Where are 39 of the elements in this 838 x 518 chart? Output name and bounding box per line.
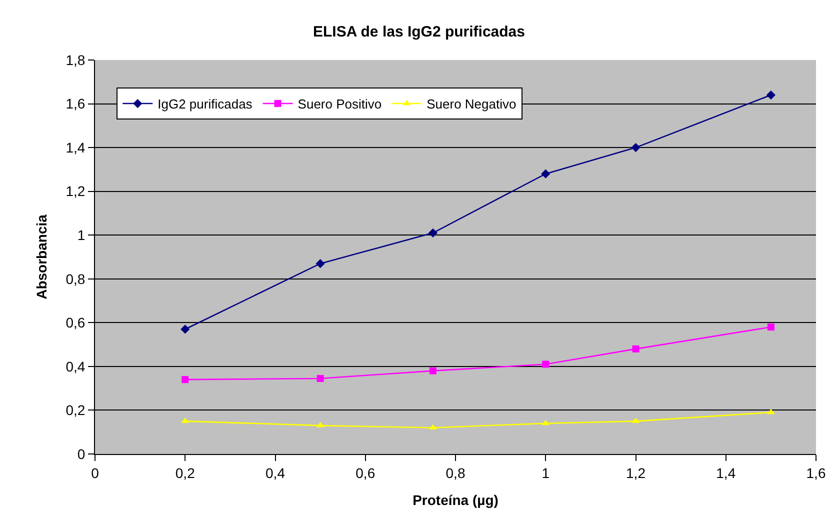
point bbox=[766, 408, 775, 414]
point bbox=[542, 420, 550, 426]
y-axis-title: Absorbancia bbox=[33, 214, 50, 300]
point bbox=[182, 376, 189, 384]
point bbox=[429, 367, 436, 374]
y-tick-label: 1,6 bbox=[66, 96, 86, 112]
legend-label: IgG2 purificadas bbox=[158, 96, 253, 112]
y-tick-label: 1 bbox=[77, 227, 86, 244]
x-tick-label: 1 bbox=[542, 464, 550, 481]
point bbox=[541, 169, 550, 178]
point bbox=[766, 90, 776, 100]
x-tick-label: 1,6 bbox=[806, 464, 826, 481]
x-axis-title: Proteína (µg) bbox=[412, 492, 498, 508]
x-tick-label: 1,2 bbox=[626, 464, 646, 481]
legend-label: Suero Negativo bbox=[426, 96, 516, 112]
y-tick-label: 0 bbox=[77, 446, 86, 462]
point bbox=[428, 228, 438, 238]
y-tick-label: 0,4 bbox=[66, 358, 86, 374]
point bbox=[180, 324, 190, 334]
x-tick-label: 0,2 bbox=[175, 464, 196, 481]
point bbox=[632, 345, 640, 352]
x-tick-label: 0 bbox=[91, 464, 100, 481]
y-tick-label: 1,2 bbox=[66, 183, 86, 200]
x-tick-label: 0,6 bbox=[356, 464, 376, 481]
point bbox=[767, 324, 774, 331]
x-tick-label: 0,4 bbox=[266, 464, 286, 481]
chart-title: ELISA de las IgG2 purificadas bbox=[312, 23, 526, 40]
y-tick-label: 0,2 bbox=[66, 402, 86, 418]
point bbox=[631, 143, 640, 152]
point bbox=[542, 360, 550, 368]
x-tick-label: 0,8 bbox=[446, 464, 466, 481]
legend-label: Suero Positivo bbox=[298, 96, 382, 112]
y-tick-label: 0,6 bbox=[66, 314, 86, 331]
x-tick-label: 1,4 bbox=[716, 464, 736, 481]
y-tick-label: 1,8 bbox=[66, 52, 86, 68]
y-tick-label: 1,4 bbox=[66, 139, 86, 156]
point bbox=[316, 374, 324, 382]
point bbox=[316, 259, 325, 268]
y-tick-label: 0,8 bbox=[66, 270, 86, 287]
